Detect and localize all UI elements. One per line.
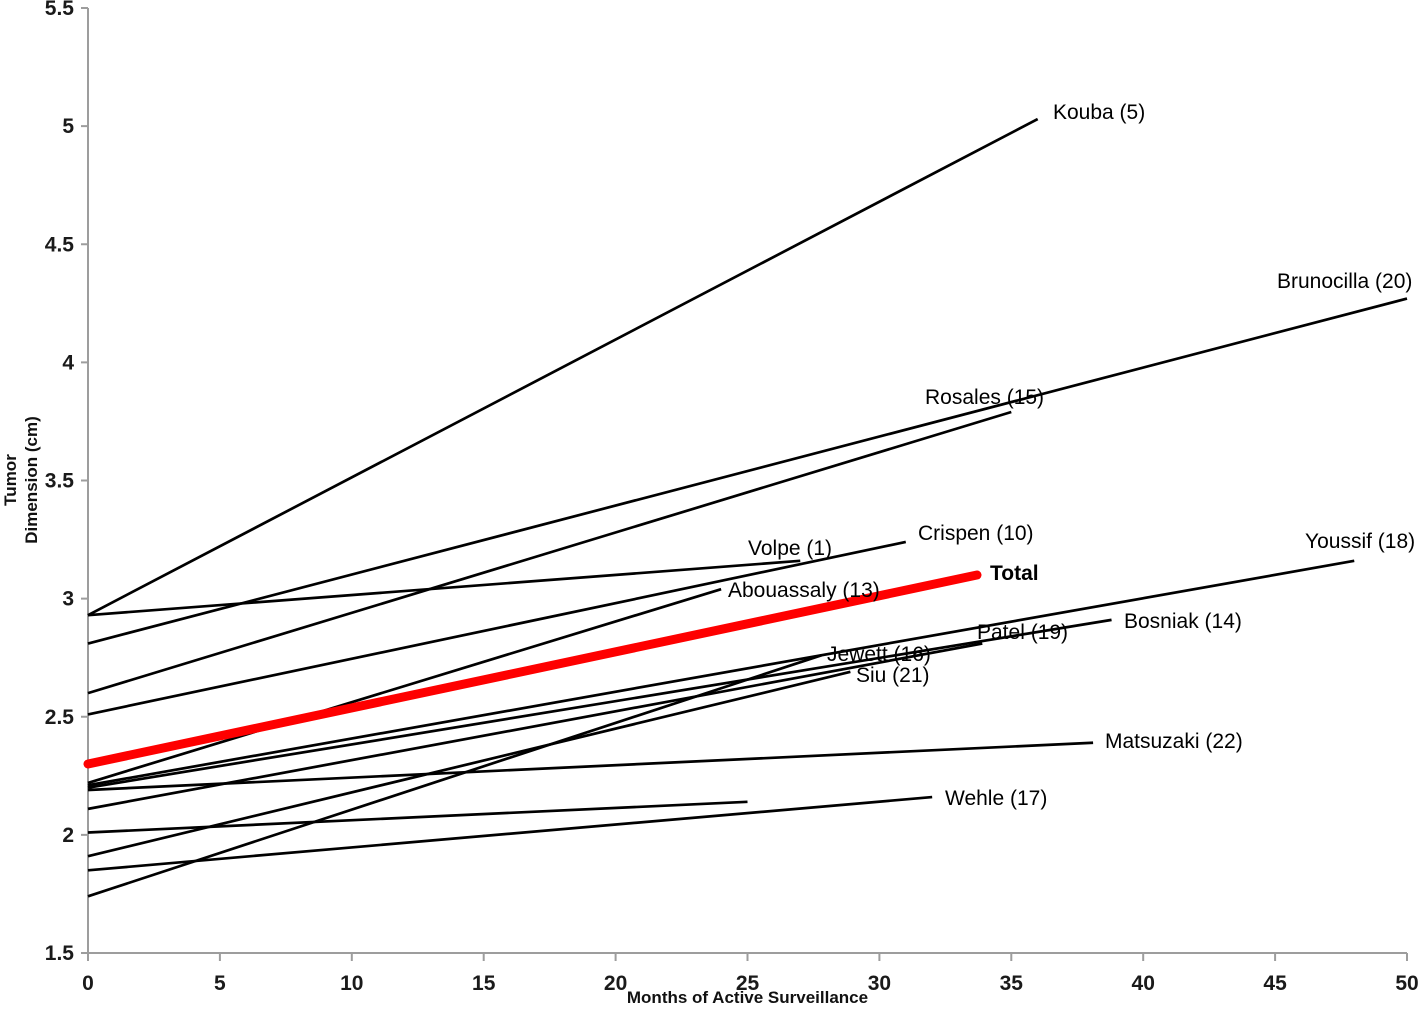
x-axis-title: Months of Active Surveillance (627, 988, 868, 1007)
y-tick-label: 5 (62, 115, 74, 138)
series-label-wehle: Wehle (17) (945, 787, 1047, 810)
x-tick-label: 40 (1132, 972, 1155, 995)
series-line-patel (87, 642, 983, 811)
series-line-rosales (87, 410, 1012, 695)
x-tick-label: 45 (1263, 972, 1287, 995)
x-tick-label: 5 (214, 972, 226, 995)
x-tick-label: 15 (472, 972, 496, 995)
y-tick-label: 2 (62, 824, 74, 847)
y-tick-label: 1.5 (45, 942, 75, 965)
x-tick-label: 30 (868, 972, 891, 995)
series-line-crispen (87, 540, 907, 716)
x-tick-label: 35 (1000, 972, 1024, 995)
series-line-matsuzaki (87, 741, 1094, 792)
series-label-kouba: Kouba (5) (1053, 101, 1145, 124)
series-label-rosales: Rosales (15) (925, 386, 1044, 409)
series-label-matsuzaki: Matsuzaki (22) (1105, 730, 1243, 753)
y-tick-label: 3.5 (45, 470, 75, 493)
y-tick-label: 5.5 (45, 0, 75, 20)
series-line-wehle (87, 795, 933, 872)
x-tick-label: 25 (736, 972, 760, 995)
series-line-bosniak (87, 618, 1112, 789)
series-label-brunocilla: Brunocilla (20) (1277, 270, 1412, 293)
series-label-siu: Siu (21) (856, 664, 930, 687)
series-label-patel: Patel (19) (977, 621, 1068, 644)
series-line-abouassaly (87, 587, 722, 785)
y-tick-label: 3 (62, 588, 74, 611)
series-label-jewett: Jewett (16) (827, 643, 931, 666)
series-label-youssif: Youssif (18) (1305, 530, 1415, 553)
x-tick-label: 10 (340, 972, 363, 995)
series-line-brunocilla (87, 297, 1408, 645)
y-tick-label: 4 (62, 351, 74, 374)
x-tick-label: 20 (604, 972, 627, 995)
series-label-bosniak: Bosniak (14) (1124, 610, 1242, 633)
series-line-volpe (87, 559, 801, 617)
y-axis-title-line-1: Tumor (1, 454, 20, 506)
series-line-youssif (87, 559, 1355, 787)
y-tick-label: 4.5 (45, 233, 75, 256)
series-label-crispen: Crispen (10) (918, 522, 1034, 545)
y-tick-label: 2.5 (45, 706, 75, 729)
series-label-abouassaly: Abouassaly (13) (728, 579, 880, 602)
y-axis-title-line-2: Dimension (cm) (22, 416, 41, 544)
series-line-kouba (87, 117, 1039, 617)
x-tick-label: 50 (1395, 972, 1418, 995)
series-label-volpe: Volpe (1) (748, 537, 832, 560)
x-tick-label: 0 (82, 972, 94, 995)
series-line-total (83, 570, 982, 769)
series-line-unlabeled-line (87, 800, 748, 834)
series-label-total: Total (990, 562, 1039, 585)
